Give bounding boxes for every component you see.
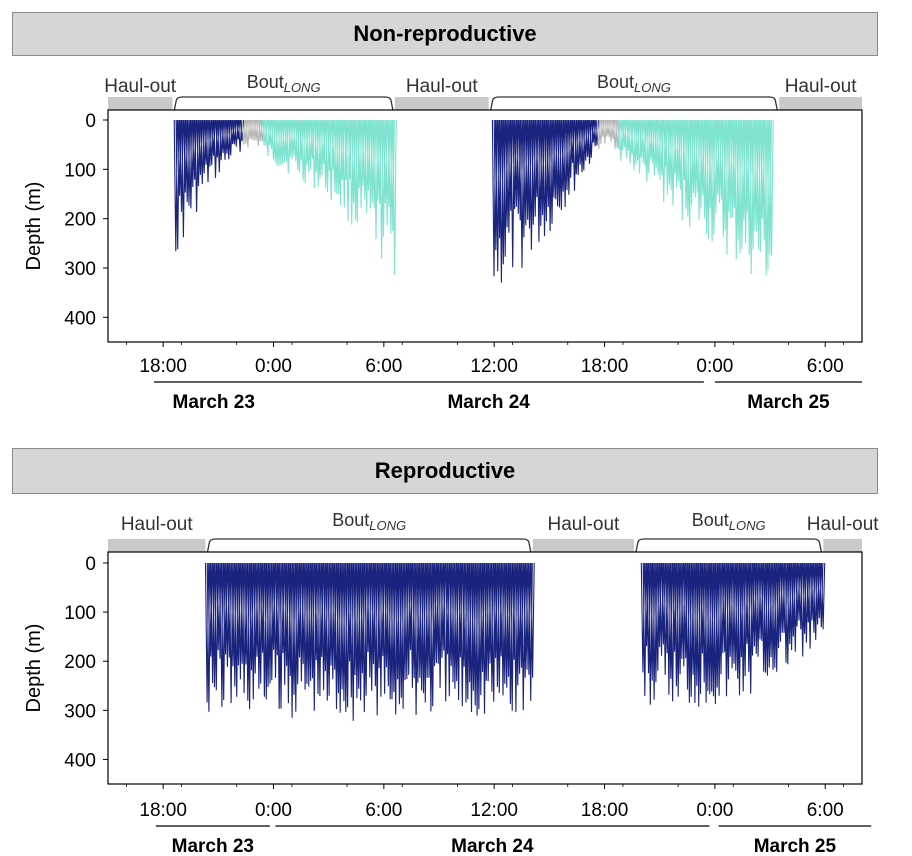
y-axis-label: Depth (m) [23, 624, 45, 713]
haul-out-band [108, 539, 206, 552]
y-tick-label: 200 [64, 210, 96, 231]
date-group-label: March 24 [447, 392, 530, 413]
y-tick-label: 100 [64, 603, 96, 624]
y-tick-label: 0 [85, 554, 96, 575]
panel-title-bottom: Reproductive [374, 458, 516, 483]
dive-trace [173, 119, 245, 252]
date-group-label: March 24 [451, 836, 534, 856]
haul-out-band [108, 97, 173, 110]
plot-frame [107, 109, 863, 343]
y-tick-label: 200 [64, 652, 96, 673]
y-axis-label: Depth (m) [23, 182, 45, 271]
haul-out-band [823, 539, 862, 552]
bout-label: BoutLONG [597, 72, 671, 95]
date-group-label: March 25 [754, 836, 837, 856]
y-tick-label: 400 [64, 750, 96, 771]
bout-bracket [173, 96, 394, 111]
y-tick-label: 300 [64, 259, 96, 280]
dive-profile-chart-bottom: Haul-out BoutLONG Haul-out BoutLONG Haul-out… [23, 510, 880, 856]
dive-trace [616, 119, 774, 276]
dive-profile-chart-top: Haul-out BoutLONG Haul-out BoutLONG Haul-out… [23, 72, 863, 413]
haul-out-band [532, 539, 634, 552]
haul-out-label: Haul-out [406, 76, 479, 97]
bout-bracket [490, 96, 778, 111]
bout-label: BoutLONG [692, 510, 766, 533]
date-group-label: March 23 [173, 392, 255, 413]
dive-trace [204, 562, 535, 721]
date-group-label: March 23 [172, 836, 254, 856]
panel-title-strip-top: Non-reproductive [12, 12, 878, 56]
y-tick-label: 400 [64, 308, 96, 329]
x-tick-label: 6:00 [807, 800, 844, 821]
bout-bracket [635, 538, 823, 553]
date-group-label: March 25 [747, 392, 830, 413]
haul-out-label: Haul-out [807, 514, 880, 535]
dive-trace [596, 119, 620, 149]
x-tick-label: 0:00 [696, 356, 733, 377]
x-tick-label: 18:00 [139, 356, 187, 377]
x-tick-label: 0:00 [255, 800, 292, 821]
dive-trace [241, 119, 265, 148]
bout-label: BoutLONG [247, 72, 321, 95]
x-tick-label: 12:00 [470, 356, 518, 377]
x-tick-label: 18:00 [581, 800, 629, 821]
bout-label: BoutLONG [332, 510, 406, 533]
haul-out-label: Haul-out [785, 76, 858, 97]
haul-out-label: Haul-out [121, 514, 194, 535]
dive-trace [261, 119, 397, 275]
bout-bracket [206, 538, 532, 553]
x-tick-label: 18:00 [581, 356, 629, 377]
panel-title-top: Non-reproductive [353, 21, 537, 46]
dive-trace [491, 119, 600, 283]
x-tick-label: 12:00 [470, 800, 518, 821]
y-tick-label: 100 [64, 160, 96, 181]
haul-out-label: Haul-out [547, 514, 620, 535]
plot-frame [107, 551, 863, 785]
x-tick-label: 0:00 [696, 800, 733, 821]
panel-title-strip-bottom: Reproductive [12, 448, 878, 494]
y-tick-label: 300 [64, 701, 96, 722]
x-tick-label: 0:00 [255, 356, 292, 377]
dive-trace [640, 562, 826, 707]
haul-out-label: Haul-out [104, 76, 177, 97]
y-tick-label: 0 [85, 111, 96, 132]
x-tick-label: 18:00 [139, 800, 187, 821]
haul-out-band [779, 97, 862, 110]
x-tick-label: 6:00 [807, 356, 844, 377]
haul-out-band [394, 97, 489, 110]
x-tick-label: 6:00 [365, 800, 402, 821]
x-tick-label: 6:00 [365, 356, 402, 377]
